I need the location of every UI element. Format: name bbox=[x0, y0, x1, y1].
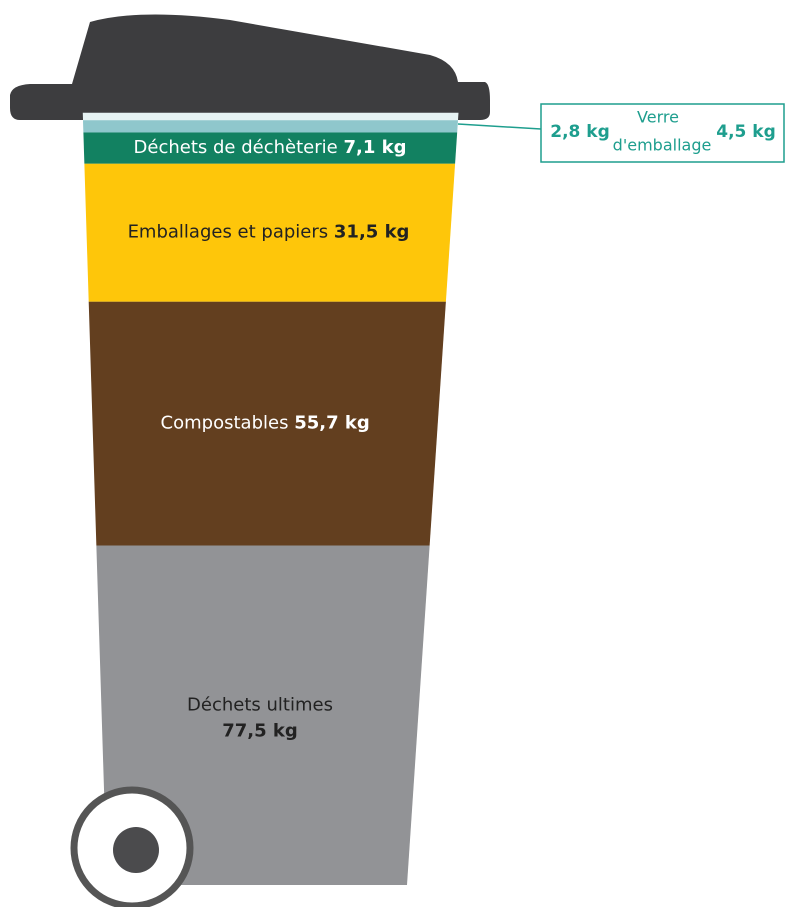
glass-name: Verre bbox=[637, 108, 679, 127]
bin-lid bbox=[10, 14, 490, 120]
segment-value: 7,1 kg bbox=[343, 137, 406, 158]
glass-strip bbox=[83, 120, 458, 133]
bin-segment bbox=[88, 301, 446, 546]
segment-value: 31,5 kg bbox=[334, 222, 410, 243]
segment-label: Emballages et papiers bbox=[128, 222, 329, 243]
glass-name: d'emballage bbox=[613, 136, 712, 155]
segment-text: Déchets de déchèterie 7,1 kg bbox=[134, 137, 407, 158]
segment-value: 77,5 kg bbox=[222, 720, 298, 741]
segment-label: Déchets ultimes bbox=[187, 694, 333, 715]
glass-min: 2,8 kg bbox=[550, 122, 610, 142]
segment-label: Compostables bbox=[161, 413, 289, 434]
glass-box bbox=[540, 103, 785, 163]
bin-segment bbox=[83, 132, 458, 164]
bin-segment bbox=[84, 163, 456, 302]
segment-label: Déchets de déchèterie bbox=[134, 137, 338, 158]
segment-value: 55,7 kg bbox=[294, 413, 370, 434]
bin-segment bbox=[96, 545, 430, 885]
leader-line bbox=[457, 123, 542, 130]
segment-text: Emballages et papiers 31,5 kg bbox=[128, 222, 410, 243]
wheel-hub bbox=[113, 827, 159, 873]
glass-max: 4,5 kg bbox=[716, 122, 776, 142]
segment-text: Compostables 55,7 kg bbox=[161, 413, 370, 434]
